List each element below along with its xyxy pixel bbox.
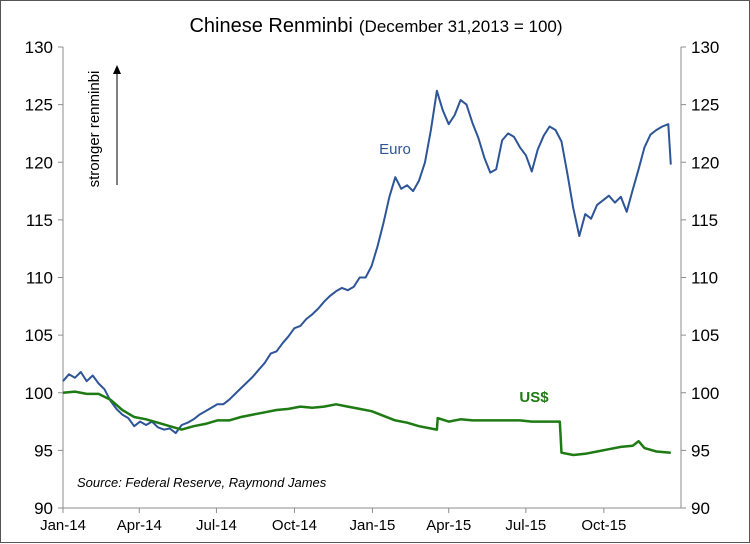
y-tick-label-right: 105 [691, 326, 719, 345]
y-tick-label-left: 120 [25, 153, 53, 172]
y-tick-label-left: 115 [26, 211, 53, 230]
chart-title-group: Chinese Renminbi (December 31,2013 = 100) [189, 15, 562, 37]
chart-subtitle: (December 31,2013 = 100) [359, 17, 563, 36]
y-tick-label-left: 130 [25, 38, 53, 57]
y-tick-label-right: 95 [691, 441, 710, 460]
y-tick-label-left: 90 [34, 499, 53, 518]
y-axis-label: stronger renminbi [86, 71, 103, 188]
x-tick-label: Apr-14 [117, 517, 162, 534]
series-group [62, 89, 672, 457]
euro-series-line [62, 89, 672, 435]
y-tick-label-right: 125 [691, 96, 719, 115]
y-tick-label-left: 105 [25, 326, 53, 345]
y-tick-label-left: 110 [26, 269, 53, 288]
euro-series-label: Euro [379, 141, 411, 158]
y-tick-label-right: 130 [691, 38, 719, 57]
y-ticks-left: 90 95 100 105 110 115 120 125 130 [25, 38, 63, 518]
chart-title: Chinese Renminbi [189, 15, 352, 37]
stronger-arrow-icon [113, 65, 121, 74]
x-tick-label: Oct-14 [272, 517, 317, 534]
x-tick-label: Apr-15 [426, 517, 471, 534]
x-tick-label: Jul-15 [505, 517, 546, 534]
y-tick-label-right: 120 [691, 153, 719, 172]
y-tick-label-right: 100 [691, 384, 719, 403]
x-tick-label: Jul-14 [196, 517, 237, 534]
x-tick-label: Jan-14 [40, 517, 86, 534]
y-tick-label-right: 110 [691, 269, 718, 288]
usd-series-line [62, 390, 671, 457]
source-note: Source: Federal Reserve, Raymond James [77, 475, 327, 490]
y-tick-label-left: 95 [34, 441, 53, 460]
y-tick-label-left: 125 [25, 96, 53, 115]
x-tick-label: Oct-15 [581, 517, 626, 534]
y-ticks-right: 90 95 100 105 110 115 120 125 130 [681, 38, 719, 518]
y-tick-label-right: 115 [691, 211, 718, 230]
x-tick-label: Jan-15 [349, 517, 395, 534]
y-tick-label-left: 100 [25, 384, 53, 403]
y-tick-label-right: 90 [691, 499, 710, 518]
usd-series-label: US$ [519, 389, 549, 406]
x-ticks: Jan-14 Apr-14 Jul-14 Oct-14 Jan-15 Apr-15 Jul-… [40, 508, 626, 534]
